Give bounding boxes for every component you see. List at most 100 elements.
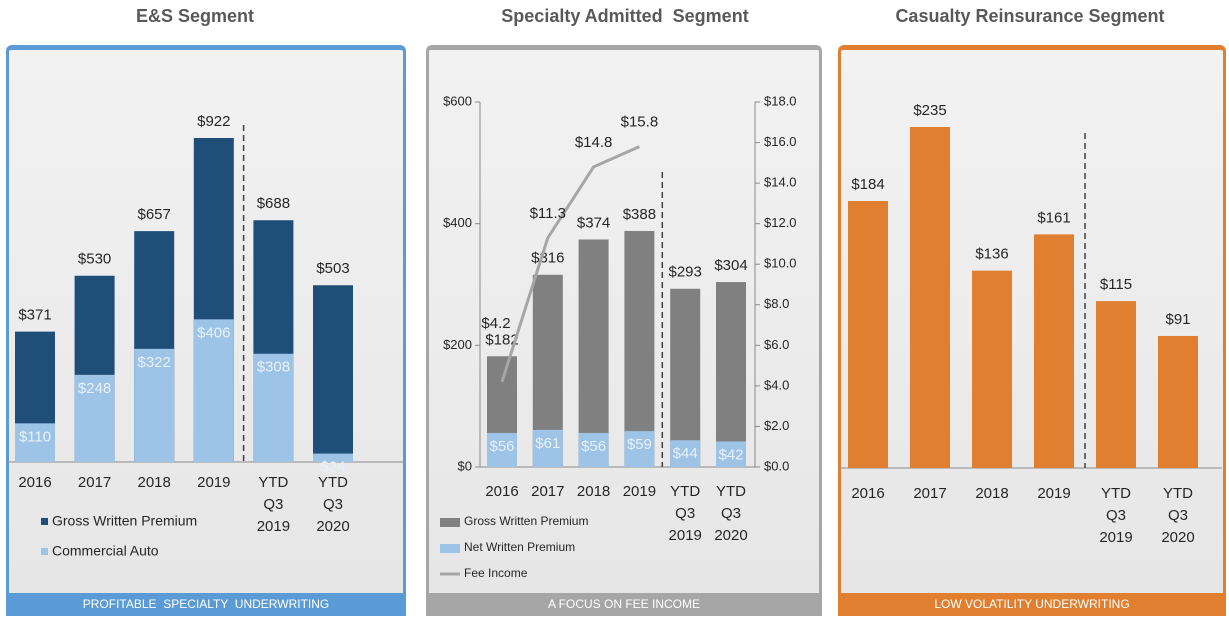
- data-label: $59: [627, 436, 652, 453]
- data-label: $374: [577, 214, 610, 231]
- data-label: $15.8: [621, 114, 659, 131]
- x-tick-label: 2016: [851, 485, 885, 502]
- x-tick-label: 2018: [576, 483, 611, 500]
- data-label: $308: [257, 359, 290, 376]
- panel-footer: PROFITABLE SPECIALTY UNDERWRITING: [6, 593, 406, 616]
- x-tick-label: YTD Q3 2019: [1099, 485, 1133, 546]
- data-label: $24: [320, 459, 345, 476]
- data-label: $371: [18, 307, 51, 324]
- chart-title: Specialty Admitted Segment: [501, 6, 749, 26]
- x-tick-label: 2019: [197, 474, 231, 491]
- bar: [193, 319, 234, 462]
- x-tick-label: 2018: [975, 485, 1009, 502]
- bar: [487, 432, 517, 467]
- data-label: $688: [257, 195, 290, 212]
- x-tick-label: YTD Q3 2020: [714, 483, 748, 544]
- bar: [972, 270, 1012, 468]
- x-tick-label: 2016: [18, 474, 52, 491]
- bar: [313, 285, 353, 462]
- bar: [15, 423, 55, 462]
- legend-label: Net Written Premium: [464, 540, 575, 554]
- y2-tick-label: $16.0: [764, 134, 797, 149]
- data-label: $14.8: [575, 134, 613, 151]
- x-tick-label: 2016: [485, 483, 519, 500]
- panel-footer: A FOCUS ON FEE INCOME: [426, 593, 822, 616]
- data-label: $115: [1100, 276, 1132, 293]
- data-label: $922: [197, 113, 230, 130]
- y-tick-label: $600: [443, 93, 472, 108]
- legend-label: Gross Written Premium: [52, 513, 197, 529]
- data-label: $248: [78, 380, 111, 397]
- data-label: $56: [581, 438, 606, 455]
- y-tick-label: $400: [443, 215, 472, 230]
- y2-tick-label: $12.0: [764, 215, 797, 230]
- data-label: $304: [714, 257, 747, 274]
- bar: [578, 239, 609, 467]
- y2-tick-label: $18.0: [764, 93, 797, 108]
- bar: [1096, 301, 1136, 468]
- line: [500, 145, 641, 383]
- bar: [624, 431, 655, 467]
- y2-tick-label: $6.0: [764, 337, 789, 352]
- y2-tick-label: $4.0: [764, 377, 789, 392]
- legend-label: Gross Written Premium: [464, 514, 588, 528]
- chart-title: Casualty Reinsurance Segment: [895, 6, 1165, 26]
- x-tick-label: 2017: [531, 483, 565, 500]
- y-tick-label: $200: [443, 337, 472, 352]
- panel: [426, 45, 822, 593]
- legend-marker: [440, 544, 460, 553]
- data-label: $530: [78, 251, 111, 268]
- y2-tick-label: $10.0: [764, 256, 797, 271]
- y2-tick-label: $0.0: [764, 458, 789, 473]
- panel-footer: LOW VOLATILITY UNDERWRITING: [838, 593, 1226, 616]
- bar: [313, 453, 353, 462]
- data-label: $182: [485, 331, 518, 348]
- bar: [716, 441, 746, 467]
- bar: [253, 353, 294, 462]
- data-label: $11.3: [530, 205, 566, 222]
- data-label: $4.2: [481, 315, 510, 332]
- bar: [910, 127, 950, 468]
- bar: [624, 230, 655, 467]
- x-tick-label: YTD Q3 2019: [256, 474, 291, 535]
- panel: [838, 45, 1226, 593]
- data-label: $42: [718, 446, 743, 463]
- bar: [848, 201, 888, 468]
- bar: [74, 374, 115, 462]
- bar: [134, 348, 175, 462]
- bar: [670, 288, 701, 467]
- y2-tick-label: $8.0: [764, 296, 789, 311]
- bar: [578, 432, 609, 467]
- legend-label: Fee Income: [464, 566, 528, 580]
- x-tick-label: 2017: [77, 474, 112, 491]
- data-label: $235: [913, 102, 946, 119]
- data-label: $388: [623, 206, 656, 223]
- legend-marker: [440, 518, 460, 527]
- x-tick-label: YTD Q3 2020: [1161, 485, 1195, 546]
- data-label: $406: [197, 324, 230, 341]
- x-tick-label: 2017: [913, 485, 947, 502]
- data-label: $110: [19, 428, 51, 445]
- x-tick-label: 2018: [137, 474, 171, 491]
- data-label: $657: [138, 206, 171, 223]
- bar: [716, 282, 746, 467]
- data-label: $136: [975, 246, 1008, 263]
- data-label: $56: [489, 438, 514, 455]
- data-label: $322: [138, 354, 171, 371]
- bar: [670, 440, 701, 467]
- chart-title: E&S Segment: [135, 6, 255, 26]
- data-label: $293: [669, 264, 702, 281]
- data-label: $61: [535, 435, 560, 452]
- bar: [1034, 234, 1074, 468]
- legend-marker: [41, 518, 48, 525]
- data-label: $184: [851, 176, 884, 193]
- y2-tick-label: $14.0: [764, 175, 797, 190]
- data-label: $91: [1165, 311, 1190, 328]
- data-label: $161: [1037, 209, 1070, 226]
- x-tick-label: 2019: [622, 483, 657, 500]
- x-tick-label: YTD Q3 2019: [668, 483, 702, 544]
- legend-marker: [41, 548, 48, 555]
- legend-label: Commercial Auto: [52, 543, 159, 559]
